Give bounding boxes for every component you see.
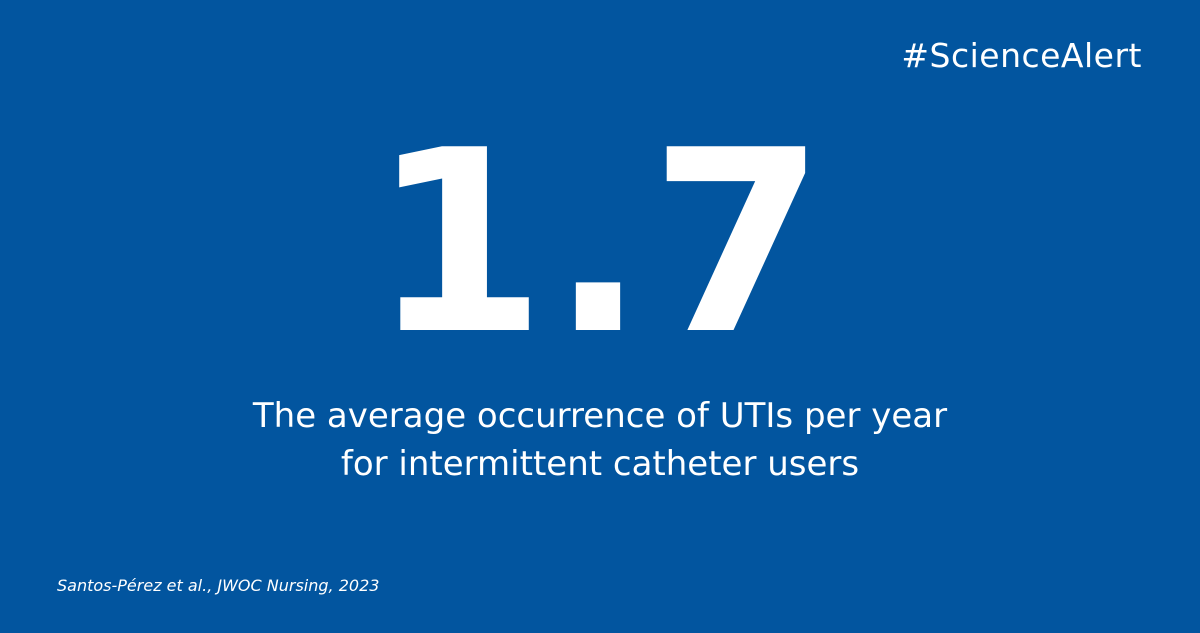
description-line-2: for intermittent catheter users bbox=[340, 444, 860, 484]
description-line-1: The average occurrence of UTIs per year bbox=[252, 396, 948, 436]
hashtag-label: #ScienceAlert bbox=[901, 36, 1142, 75]
statistic-value: 1.7 bbox=[370, 97, 830, 390]
statistic-description: The average occurrence of UTIs per year … bbox=[0, 392, 1200, 488]
citation: Santos-Pérez et al., JWOC Nursing, 2023 bbox=[57, 576, 380, 595]
